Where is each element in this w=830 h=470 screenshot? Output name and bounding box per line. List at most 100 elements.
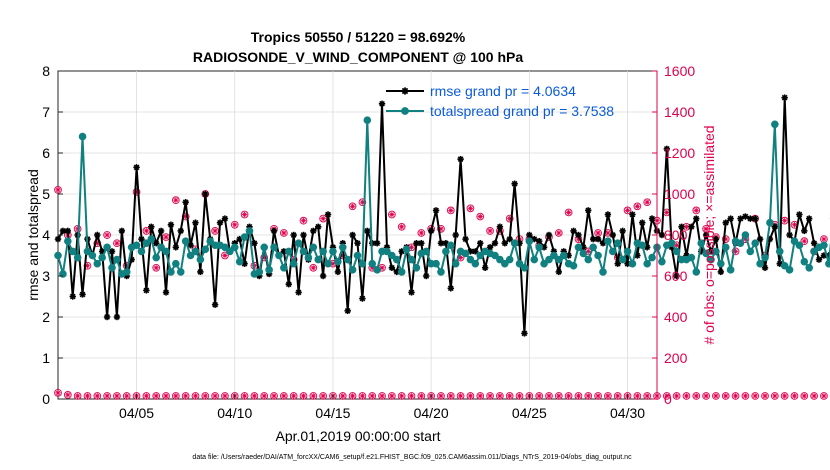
rmse-point (59, 227, 67, 235)
rmse-point (462, 235, 469, 243)
obs-possible-point-circle (152, 263, 161, 272)
rmse-asterisk-stroke (526, 232, 533, 238)
rmse-point (270, 227, 278, 235)
obs-bottom-point-circle (250, 392, 259, 400)
obs-possible-point-circle (309, 263, 318, 272)
obs-asterisk-stroke (821, 236, 827, 242)
x-tick-label: 04/20 (414, 405, 449, 421)
obs-bottom-point-asterisk (811, 393, 817, 399)
totalspread-point (157, 243, 165, 252)
y-axis-right: 0 200 400 600 800 1000 1200 1400 1600 (652, 63, 695, 407)
rmse-point (54, 235, 62, 243)
obs-bottom-point-circle (299, 392, 308, 400)
obs-possible-point-asterisk (664, 209, 670, 216)
obs-bottom-point-circle (132, 392, 141, 400)
totalspread-point (609, 247, 617, 256)
obs-bottom-point-asterisk (664, 393, 670, 399)
rmse-asterisk-stroke (55, 236, 61, 242)
totalspread-point (338, 243, 347, 252)
obs-bottom-point-circle (181, 392, 190, 400)
rmse-point (408, 289, 415, 296)
rmse-asterisk-stroke (752, 215, 759, 222)
obs-asterisk-stroke (124, 393, 129, 399)
obs-bottom-point-asterisk (320, 393, 326, 399)
obs-bottom-point-circle (800, 392, 809, 400)
obs-bottom-point-circle (761, 392, 769, 400)
obs-asterisk-stroke (821, 393, 827, 399)
totalspread-point (329, 247, 337, 256)
obs-bottom-point-circle (230, 392, 239, 400)
obs-asterisk-stroke (311, 393, 316, 399)
rmse-asterisk-stroke (428, 228, 435, 234)
rmse-asterisk-stroke (722, 219, 729, 226)
obs-asterisk-stroke (772, 393, 777, 399)
rmse-asterisk-stroke (717, 269, 724, 275)
obs-asterisk-stroke (703, 226, 709, 231)
totalspread-point (201, 245, 210, 254)
rmse-point (432, 207, 440, 214)
rmse-asterisk-stroke (703, 232, 709, 238)
obs-bottom-point-asterisk (448, 393, 454, 399)
obs-asterisk-stroke (595, 230, 601, 236)
rmse-point (187, 242, 194, 249)
obs-bottom-point-circle (93, 392, 102, 400)
y-tick-label-left: 2 (42, 309, 50, 325)
obs-bottom-point-asterisk (536, 393, 542, 399)
rmse-point (354, 240, 361, 247)
rmse-asterisk-stroke (197, 269, 204, 275)
obs-asterisk-stroke (311, 265, 316, 270)
totalspread-point (692, 268, 701, 276)
rmse-point (609, 231, 617, 239)
obs-bottom-point-asterisk (212, 393, 218, 399)
rmse-point (118, 227, 126, 235)
obs-possible-point-asterisk (418, 230, 424, 236)
rmse-asterisk-stroke (212, 301, 218, 308)
totalspread-point (726, 266, 735, 274)
rmse-asterisk-stroke (816, 256, 822, 263)
totalspread-point (260, 243, 269, 252)
y-tick-label-left: 4 (42, 227, 50, 243)
rmse-asterisk-stroke (118, 228, 125, 234)
rmse-point (108, 248, 116, 255)
y-tick-label-right: 800 (664, 227, 688, 243)
obs-possible-point-asterisk (801, 238, 807, 244)
rmse-asterisk-stroke (79, 291, 86, 298)
totalspread-point (574, 243, 583, 252)
obs-asterisk-stroke (556, 393, 561, 399)
totalspread-point (388, 251, 396, 260)
rmse-asterisk-stroke (644, 244, 651, 251)
rmse-point (771, 223, 779, 230)
rmse-point (182, 199, 189, 206)
rmse-point (447, 285, 454, 292)
obs-asterisk-stroke (605, 230, 611, 236)
totalspread-point (172, 259, 180, 268)
obs-bottom-point-circle (545, 392, 553, 400)
obs-possible-point-circle (692, 206, 701, 215)
totalspread-point (78, 132, 87, 141)
totalspread-point (761, 253, 769, 262)
rmse-point (481, 264, 489, 271)
obs-bottom-point-asterisk (782, 393, 788, 399)
rmse-asterisk-stroke (727, 215, 734, 222)
totalspread-point (623, 247, 632, 256)
obs-asterisk-stroke (320, 216, 326, 221)
obs-possible-point-asterisk (566, 209, 572, 216)
totalspread-point (181, 237, 190, 245)
totalspread-point (113, 255, 121, 264)
totalspread-point (152, 253, 160, 262)
rmse-asterisk-stroke (138, 236, 145, 242)
totalspread-point (412, 264, 421, 272)
rmse-asterisk-stroke (217, 219, 223, 226)
rmse-asterisk-stroke (290, 232, 297, 238)
obs-asterisk-stroke (340, 393, 345, 399)
rmse-asterisk-stroke (786, 232, 793, 238)
y-tick-label-left: 5 (42, 186, 50, 202)
rmse-point (604, 211, 612, 218)
totalspread-point (667, 239, 676, 247)
obs-bottom-point-asterisk (458, 393, 464, 399)
rmse-asterisk-stroke (423, 273, 430, 279)
x-tick-label: 04/05 (119, 405, 154, 421)
obs-bottom-point-asterisk (477, 393, 483, 399)
totalspread-point (442, 247, 450, 256)
obs-bottom-point-circle (486, 392, 494, 400)
